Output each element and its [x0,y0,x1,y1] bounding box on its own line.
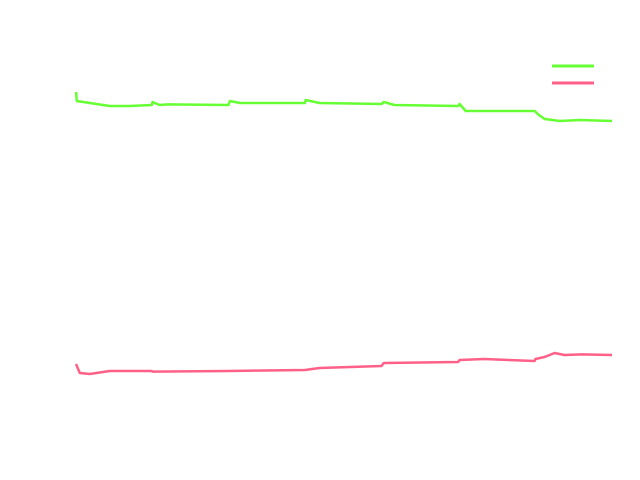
series-line-1 [74,91,613,123]
legend [552,64,594,85]
series-line-2 [74,351,613,376]
series-lines [74,91,613,376]
